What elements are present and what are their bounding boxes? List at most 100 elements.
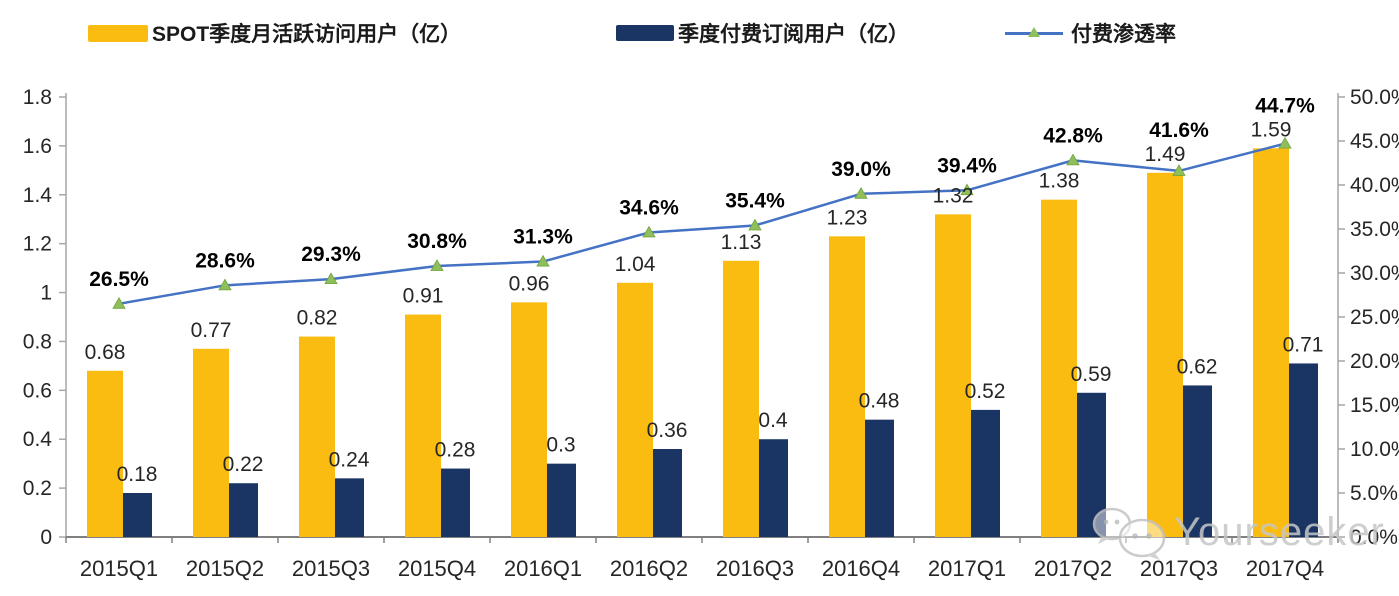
mau-bar: [723, 260, 759, 537]
subscribers-bar-label: 0.22: [223, 453, 264, 476]
x-axis-label: 2015Q4: [398, 556, 476, 581]
mau-bar: [1147, 172, 1183, 537]
legend-item-mau: SPOT季度月活跃访问用户（亿）: [88, 20, 461, 46]
penetration-label: 44.7%: [1255, 94, 1315, 117]
penetration-legend-marker: [1005, 26, 1063, 40]
legend-item-penetration: 付费渗透率: [1005, 20, 1176, 46]
subscribers-bar: [123, 493, 152, 537]
left-axis-tick-label: 0.6: [23, 379, 52, 402]
penetration-point-marker: [1066, 153, 1080, 166]
subscribers-bar-label: 0.3: [546, 434, 575, 457]
triangle-marker-icon: [1028, 27, 1040, 37]
subscribers-bar-label: 0.71: [1283, 333, 1324, 356]
mau-bar: [1041, 199, 1077, 537]
subscribers-bar: [441, 468, 470, 537]
right-axis-tick-label: 10.0%: [1350, 438, 1399, 461]
penetration-label: 35.4%: [725, 189, 785, 212]
x-axis-label: 2015Q1: [80, 556, 158, 581]
penetration-label: 42.8%: [1043, 124, 1103, 147]
penetration-point-marker: [430, 259, 444, 271]
penetration-label: 39.0%: [831, 158, 891, 181]
mau-legend-swatch: [88, 24, 148, 42]
subscribers-bar: [335, 478, 364, 537]
subscribers-bar-label: 0.59: [1071, 363, 1112, 386]
x-axis-label: 2017Q3: [1140, 556, 1218, 581]
subscribers-bar-label: 0.4: [758, 409, 788, 432]
mau-bar-label: 1.59: [1251, 118, 1292, 141]
subscribers-bar: [653, 449, 682, 537]
x-axis-label: 2017Q1: [928, 556, 1006, 581]
penetration-point-marker: [324, 272, 338, 285]
left-axis-tick-label: 1.6: [23, 135, 52, 158]
right-axis-tick-label: 25.0%: [1350, 306, 1399, 329]
left-axis-tick-label: 1.4: [23, 184, 53, 207]
mau-bar-label: 0.96: [509, 272, 550, 295]
subscribers-bar-label: 0.48: [859, 390, 900, 413]
subscribers-bar-label: 0.24: [329, 448, 370, 471]
mau-bar-label: 0.82: [297, 307, 338, 330]
penetration-point-marker: [112, 296, 126, 309]
subscribers-legend-swatch: [616, 25, 674, 41]
left-axis-tick-label: 0: [40, 526, 52, 549]
wechat-icon: [1092, 507, 1166, 560]
penetration-label: 39.4%: [937, 154, 997, 177]
subscribers-bar: [971, 409, 1000, 537]
subscribers-bar: [865, 419, 894, 537]
penetration-label: 28.6%: [195, 249, 255, 272]
penetration-label: 29.3%: [301, 243, 361, 266]
x-axis-label: 2016Q4: [822, 556, 900, 581]
mau-bar-label: 0.91: [403, 285, 444, 308]
mau-bar-label: 1.13: [721, 231, 762, 254]
mau-bar-label: 1.23: [827, 206, 868, 229]
right-axis-tick-label: 15.0%: [1350, 394, 1399, 417]
x-axis-label: 2016Q2: [610, 556, 688, 581]
subscribers-bar-label: 0.36: [647, 419, 688, 442]
penetration-point-marker: [748, 218, 762, 231]
right-axis-tick-label: 45.0%: [1350, 130, 1399, 153]
x-axis-label: 2016Q3: [716, 556, 794, 581]
subscribers-bar-label: 0.28: [435, 439, 476, 462]
subscribers-bar: [1183, 385, 1212, 537]
penetration-point-marker: [1172, 164, 1186, 176]
penetration-point-marker: [218, 278, 232, 291]
left-axis-tick-label: 1.2: [23, 233, 52, 256]
left-axis-tick-label: 1.8: [23, 86, 52, 109]
mau-bar: [829, 236, 865, 538]
left-axis-tick-label: 0.8: [23, 330, 52, 353]
penetration-label: 41.6%: [1149, 119, 1209, 142]
mau-legend-label: SPOT季度月活跃访问用户（亿）: [152, 23, 462, 46]
mau-bar: [405, 314, 441, 537]
mau-bar: [617, 282, 653, 537]
x-axis-label: 2015Q3: [292, 556, 370, 581]
penetration-line: [118, 142, 1286, 306]
penetration-label: 34.6%: [619, 197, 679, 220]
right-axis-tick-label: 5.0%: [1350, 482, 1398, 505]
right-axis-tick-label: 20.0%: [1350, 350, 1399, 373]
right-axis-tick-label: 50.0%: [1350, 86, 1399, 109]
penetration-point-marker: [854, 186, 868, 199]
x-axis-label: 2015Q2: [186, 556, 264, 581]
penetration-label: 30.8%: [407, 230, 467, 253]
watermark: Yourseeker: [1090, 500, 1385, 564]
penetration-point-marker: [1278, 136, 1292, 149]
penetration-label: 31.3%: [513, 226, 573, 249]
right-axis-tick-label: 40.0%: [1350, 174, 1399, 197]
subscribers-bar-label: 0.18: [117, 463, 158, 486]
subscribers-bar: [547, 463, 576, 537]
x-axis-label: 2016Q1: [504, 556, 582, 581]
left-axis-tick-label: 1: [40, 282, 52, 305]
penetration-legend-label: 付费渗透率: [1071, 23, 1176, 46]
right-axis-tick-label: 35.0%: [1350, 218, 1399, 241]
subscribers-bar: [229, 483, 258, 537]
mau-bar: [299, 336, 335, 537]
penetration-point-marker: [642, 225, 656, 238]
penetration-point-marker: [960, 183, 974, 196]
legend-item-subscribers: 季度付费订阅用户（亿）: [616, 20, 909, 46]
mau-bar: [87, 370, 123, 537]
mau-bar-label: 0.68: [85, 341, 126, 364]
mau-bar-label: 0.77: [191, 319, 232, 342]
mau-bar-label: 1.04: [615, 253, 656, 276]
penetration-point-marker: [536, 254, 550, 267]
mau-bar-label: 1.49: [1145, 143, 1186, 166]
